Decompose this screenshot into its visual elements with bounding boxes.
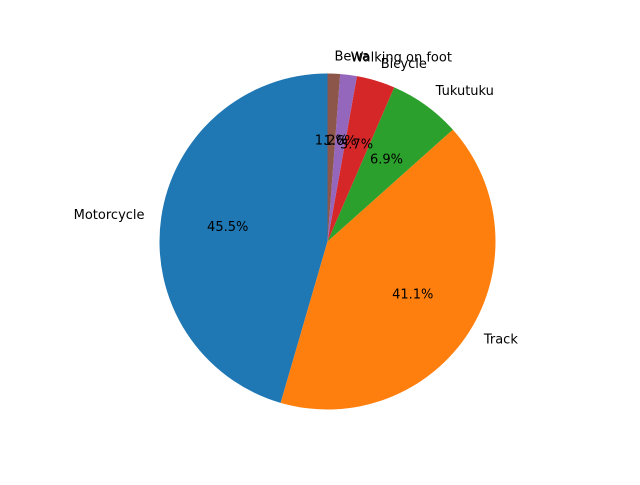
pie-slice-walking-on-foot [327, 73, 357, 242]
slice-percent-label: 3.7% [340, 137, 373, 152]
slice-label: Track [483, 333, 518, 348]
pie-slice-bicycle [327, 76, 395, 242]
pie-slice-track [280, 129, 496, 410]
slice-label: Walking on foot [351, 51, 452, 66]
slice-percent-label: 41.1% [392, 288, 433, 303]
slice-label: Bicycle [381, 57, 427, 72]
slice-label: Motorcycle [74, 208, 145, 223]
pie-slice-motorcycle [159, 73, 328, 403]
pie-slice-bewa [327, 73, 341, 242]
pie-slices [159, 73, 496, 410]
pie-labels: Motorcycle 45.5% Track 41.1% Tukutuku 6.9% Bic… [74, 49, 519, 347]
slice-percent-label: 1.6% [324, 134, 357, 149]
slice-label: Bewa [334, 49, 370, 64]
pie-slice-tukutuku [327, 87, 453, 242]
slice-percent-label: 6.9% [370, 152, 403, 167]
slice-percent-label: 1.2% [315, 133, 348, 148]
slice-percent-label: 45.5% [207, 220, 248, 235]
slice-label: Tukutuku [435, 84, 494, 99]
